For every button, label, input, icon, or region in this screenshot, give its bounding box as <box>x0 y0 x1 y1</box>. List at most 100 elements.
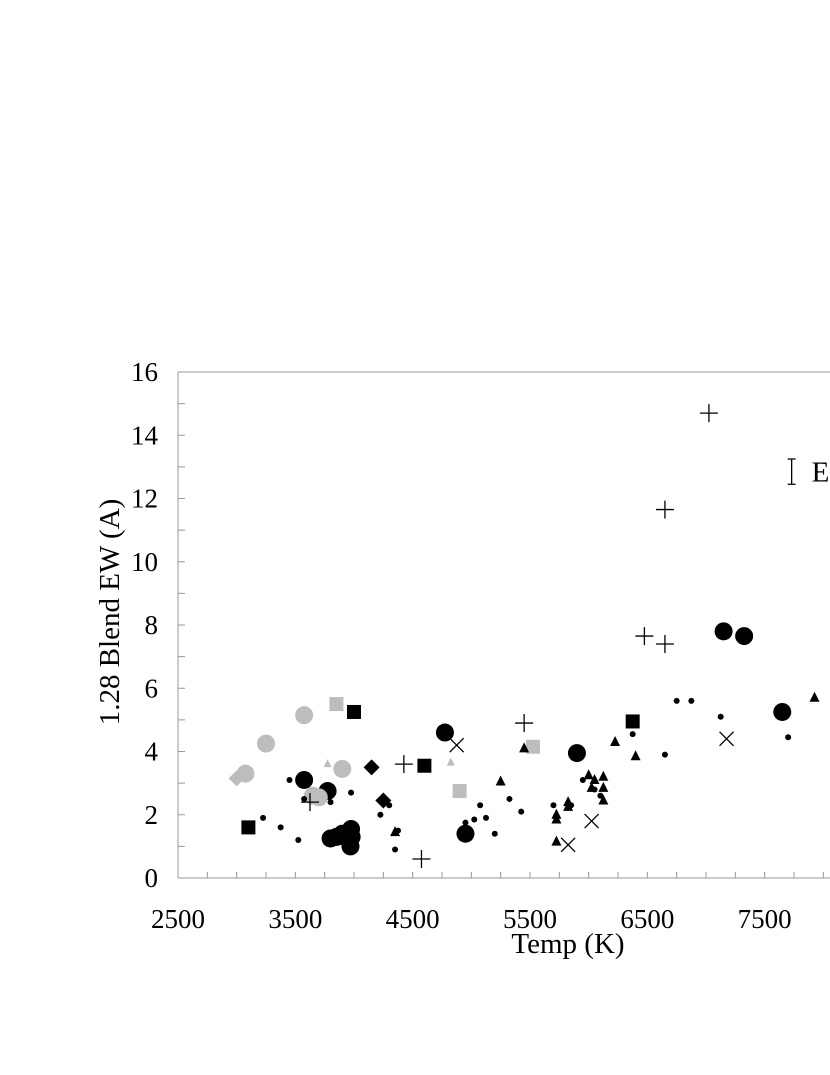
plus-point <box>301 793 319 812</box>
dot-point <box>301 795 308 802</box>
y-tick-label: 12 <box>131 484 158 514</box>
dot-point <box>327 799 334 806</box>
dot-point <box>597 792 604 799</box>
dot-point <box>483 814 489 821</box>
dot-point <box>477 802 484 809</box>
square-point <box>329 697 344 712</box>
triangle-point <box>519 742 530 753</box>
circle-point <box>333 759 352 778</box>
dot-point <box>506 795 513 802</box>
square-point <box>525 739 540 754</box>
cross-point <box>719 731 734 747</box>
square-point <box>417 758 432 773</box>
tick-labels: 024681012141625003500450055006500750085 <box>131 357 792 934</box>
dot-point <box>591 786 598 793</box>
triangle-point <box>551 813 562 824</box>
legend: Erro <box>787 457 830 489</box>
triangle-point <box>598 794 609 805</box>
triangle-point <box>610 736 621 747</box>
dot-point <box>491 830 498 837</box>
circle-point <box>456 824 475 843</box>
errorbar-line <box>787 458 796 485</box>
x-tick-label: 2500 <box>151 904 205 934</box>
triangle-point <box>589 773 600 784</box>
x-tick-label: 7500 <box>738 904 792 934</box>
y-tick-label: 4 <box>145 737 159 767</box>
legend-label: Erro <box>812 457 830 489</box>
dot-point <box>518 808 525 815</box>
dot-point <box>550 802 557 809</box>
x-tick-label: 3500 <box>268 904 322 934</box>
dot-point <box>295 837 302 844</box>
cross-point <box>560 837 576 853</box>
y-tick-label: 0 <box>145 863 159 893</box>
plus-point <box>655 500 674 519</box>
plus-point <box>515 714 534 733</box>
y-tick-label: 16 <box>131 357 158 387</box>
square-point <box>625 714 640 729</box>
triangle-point <box>809 691 820 702</box>
circle-point <box>435 723 454 742</box>
square-point <box>241 820 256 835</box>
x-tick-label: 4500 <box>386 904 440 934</box>
square-point <box>347 704 361 719</box>
circle-point <box>309 788 328 807</box>
x-axis-title: Temp (K) <box>511 928 624 960</box>
circle-point <box>295 706 314 725</box>
dot-point <box>629 731 636 738</box>
dot-point <box>462 819 469 826</box>
dot-point <box>377 811 384 818</box>
plus-point <box>394 755 413 774</box>
dot-point <box>673 697 680 704</box>
diamond-point <box>363 759 380 776</box>
dot-point <box>785 734 792 741</box>
diamond-point <box>228 770 245 787</box>
axes <box>177 371 830 879</box>
dot-point <box>688 697 695 704</box>
dot-point <box>579 776 586 783</box>
y-tick-label: 6 <box>145 673 159 703</box>
circle-point <box>336 827 355 846</box>
square-point <box>452 784 467 799</box>
dot-point <box>471 816 478 823</box>
dot-point <box>392 846 399 853</box>
y-tick-label: 8 <box>145 610 159 640</box>
triangle-point <box>598 781 609 792</box>
cross-point <box>584 813 600 829</box>
dot-point <box>661 751 668 758</box>
y-tick-label: 10 <box>131 547 158 577</box>
plus-point <box>699 404 718 423</box>
triangle-point <box>495 775 506 786</box>
triangle-point <box>598 770 609 781</box>
circle-point <box>714 622 733 641</box>
y-axis-title: 1.28 Blend EW (A) <box>94 499 126 726</box>
plus-point <box>655 634 674 653</box>
dot-point <box>568 802 575 809</box>
plus-point <box>412 850 431 869</box>
dot-point <box>286 776 293 783</box>
data-points <box>228 404 820 869</box>
y-tick-label: 14 <box>131 420 159 450</box>
triangle-point <box>551 835 562 846</box>
triangle-point <box>323 759 332 768</box>
y-tick-label: 2 <box>145 800 159 830</box>
dot-point <box>277 824 284 831</box>
triangle-point <box>446 757 455 766</box>
circle-point <box>257 734 275 753</box>
dot-point <box>260 814 267 821</box>
triangle-point <box>583 769 594 780</box>
dot-point <box>395 827 401 834</box>
dot-point <box>386 802 393 809</box>
dot-point <box>348 789 355 796</box>
circle-point <box>567 744 586 763</box>
axis-ticks <box>177 371 824 879</box>
circle-point <box>735 627 754 646</box>
legend-errorbar-mark <box>787 458 796 485</box>
dot-point <box>717 713 724 720</box>
circle-point <box>295 770 314 789</box>
x-tick-label: 6500 <box>620 904 674 934</box>
plus-point <box>635 627 654 646</box>
cross-point <box>449 737 465 753</box>
triangle-point <box>630 750 641 761</box>
